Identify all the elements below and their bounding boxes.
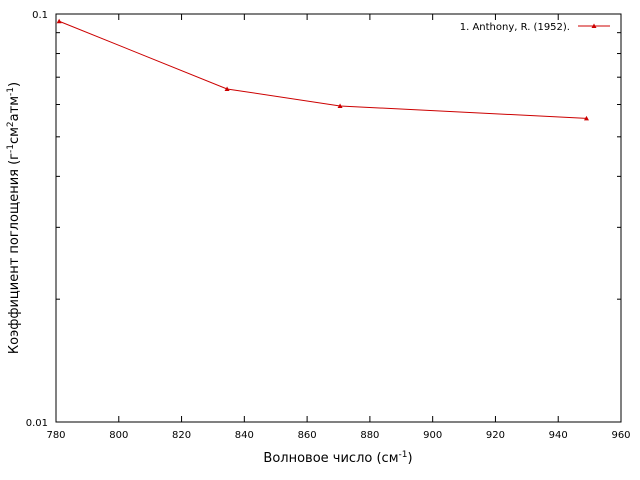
legend: 1. Anthony, R. (1952). — [460, 22, 610, 33]
x-tick-label: 840 — [235, 430, 254, 441]
legend-marker — [591, 23, 597, 28]
y-axis-label: Коэффициент поглощения (г-1см2атм-1) — [6, 82, 22, 354]
x-tick-label: 920 — [486, 430, 505, 441]
data-point — [224, 86, 230, 91]
x-tick-label: 960 — [611, 430, 630, 441]
x-tick-label: 800 — [109, 430, 128, 441]
plot-frame — [55, 13, 622, 423]
y-axis-ticks: 0.01 0.1 — [26, 10, 621, 429]
x-axis-ticks: 780 800 820 840 860 880 900 920 940 960 — [46, 14, 631, 441]
legend-label: 1. Anthony, R. (1952). — [460, 22, 570, 33]
data-point — [56, 18, 62, 24]
x-axis-label: Волновое число (см-1) — [263, 450, 412, 466]
data-point — [337, 103, 343, 108]
x-tick-label: 940 — [549, 430, 568, 441]
x-tick-label: 880 — [360, 430, 379, 441]
series-layer — [56, 18, 589, 121]
series-line — [58, 20, 587, 119]
x-tick-label: 820 — [172, 430, 191, 441]
x-tick-label: 780 — [46, 430, 65, 441]
x-tick-label: 860 — [298, 430, 317, 441]
data-point — [583, 115, 589, 121]
y-tick-label: 0.1 — [32, 10, 48, 21]
x-tick-label: 900 — [423, 430, 442, 441]
y-tick-label: 0.01 — [26, 418, 48, 429]
